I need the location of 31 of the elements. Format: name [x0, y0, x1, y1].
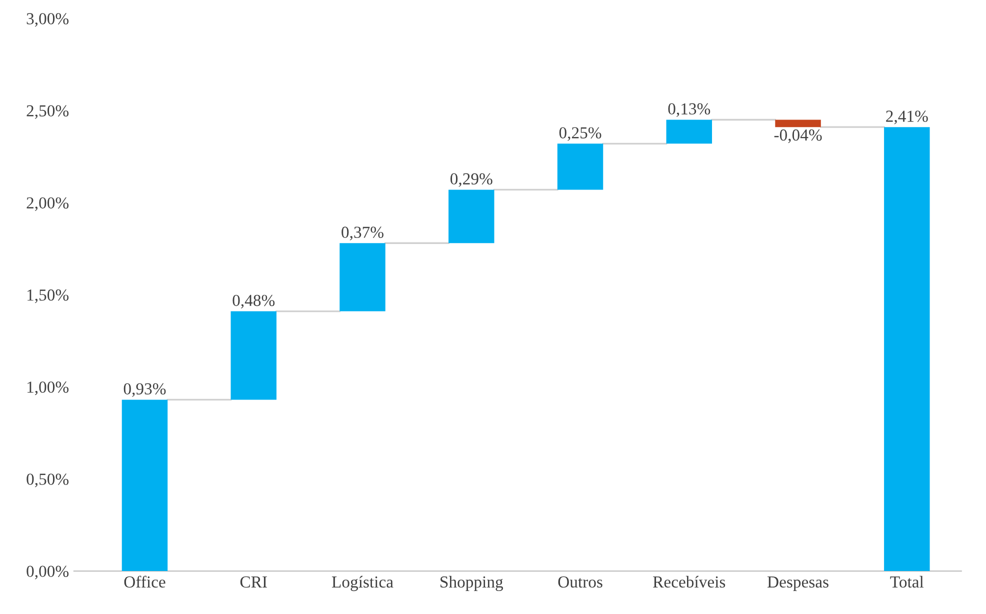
data-label: 0,13%: [668, 103, 710, 117]
bar: [775, 120, 821, 128]
x-tick-label: Office: [124, 576, 166, 588]
bar: [666, 120, 712, 144]
bar: [230, 311, 276, 400]
data-label: 0,37%: [342, 226, 384, 240]
y-tick-label: 3,00%: [26, 13, 69, 27]
x-tick-label: Shopping: [440, 576, 504, 592]
x-tick-label: Total: [890, 576, 924, 588]
x-tick-label: CRI: [240, 576, 267, 588]
bar: [557, 144, 604, 190]
data-label: -0,04%: [774, 129, 822, 144]
y-tick-label: 0,00%: [26, 566, 69, 580]
y-tick-label: 0,50%: [26, 474, 69, 488]
bar: [448, 190, 494, 244]
x-tick-label: Outros: [558, 576, 602, 588]
y-tick-label: 2,00%: [26, 197, 69, 211]
data-label: 0,48%: [232, 294, 275, 308]
x-tick-label: Recebíveis: [653, 576, 726, 588]
data-label: 0,25%: [559, 127, 602, 141]
y-tick-label: 2,50%: [26, 105, 69, 119]
data-label: 2,41%: [886, 110, 928, 124]
bar: [884, 127, 930, 572]
y-tick-label: 1,00%: [28, 382, 69, 396]
data-label: 0,29%: [450, 173, 492, 187]
x-tick-label: Logística: [332, 576, 394, 592]
x-tick-label: Despesas: [767, 576, 828, 591]
bar: [340, 243, 386, 312]
y-tick-label: 1,50%: [28, 289, 69, 304]
data-label: 0,93%: [124, 383, 166, 397]
bar: [122, 400, 168, 572]
